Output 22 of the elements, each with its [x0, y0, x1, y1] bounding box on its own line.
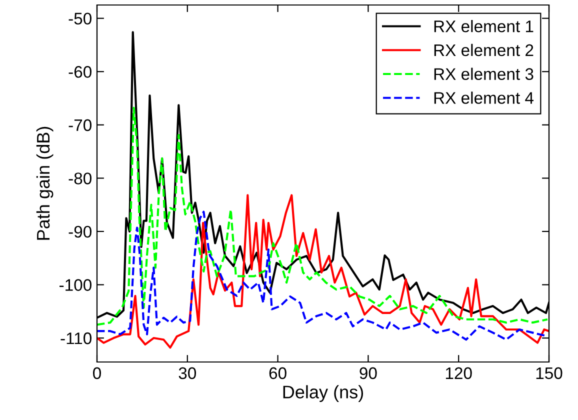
x-tick-label: 120: [446, 367, 472, 380]
legend-label: RX element 3: [434, 68, 534, 80]
line-series: [97, 106, 549, 326]
x-tick-label: 0: [93, 367, 101, 380]
x-axis-title: Delay (ns): [283, 385, 364, 402]
y-tick-label: -90: [68, 226, 92, 238]
x-tick-label: 150: [536, 367, 562, 380]
y-tick-label: -50: [68, 12, 92, 25]
y-axis-title: Path gain (dB): [36, 126, 54, 240]
line-series: [97, 194, 549, 349]
y-tick-label: -70: [68, 119, 92, 132]
y-tick-label: -100: [60, 279, 92, 291]
y-tick-label: -60: [68, 66, 92, 78]
x-tick-label: 30: [178, 367, 196, 380]
y-tick-label: -110: [60, 332, 92, 344]
x-tick-label: 90: [360, 367, 377, 380]
x-tick-label: 60: [269, 367, 286, 380]
legend-label: RX element 4: [434, 92, 534, 104]
y-tick-label: -80: [68, 172, 92, 184]
line-series: [97, 210, 548, 341]
legend-label: RX element 2: [434, 44, 534, 56]
legend-label: RX element 1: [434, 20, 534, 32]
